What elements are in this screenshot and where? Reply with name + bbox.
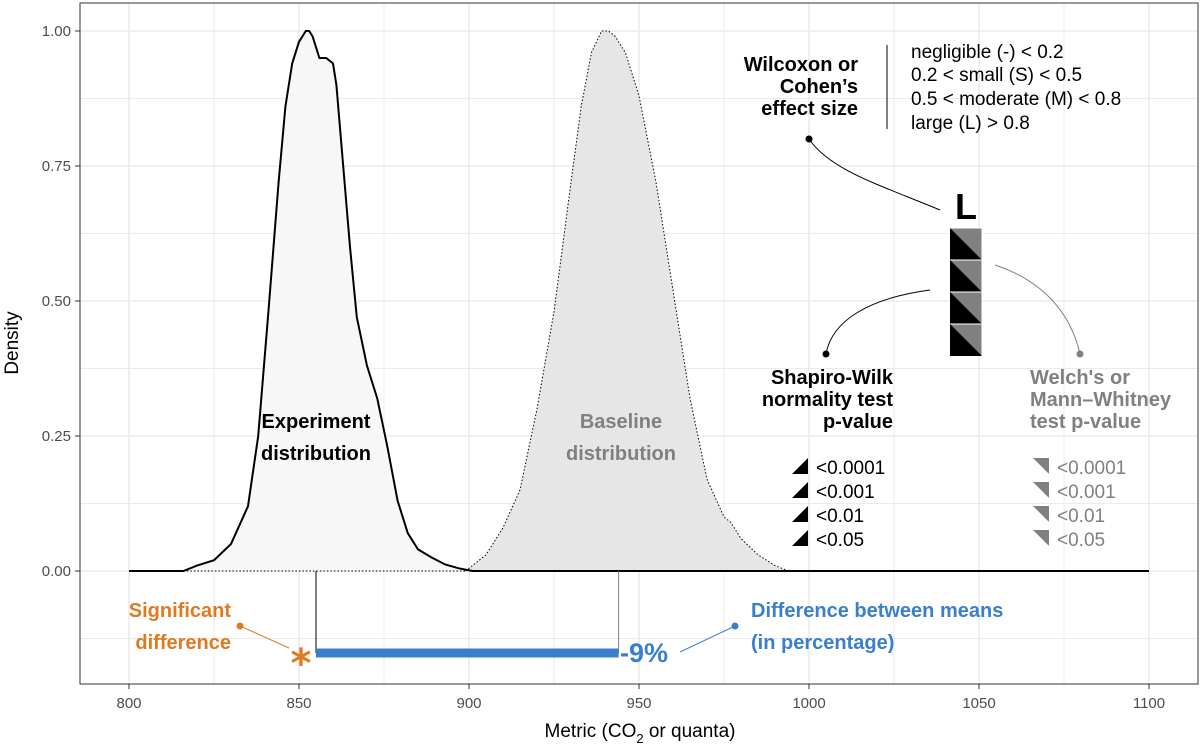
x-tick-label: 950 <box>626 695 651 712</box>
shapiro-pvalue-triangle-icon <box>792 482 808 498</box>
x-tick-label: 850 <box>286 695 311 712</box>
y-tick-label: 0.25 <box>42 428 71 445</box>
baseline-curve <box>465 30 789 572</box>
shapiro-label-3: p-value <box>823 411 893 433</box>
effect-size-title-2: Cohen’s <box>780 76 858 98</box>
shapiro-pointer-line <box>825 289 931 355</box>
shapiro-pvalue-triangle-icon <box>792 530 808 546</box>
shapiro-pvalue-level-label: <0.01 <box>816 506 864 527</box>
pvalue-glyph-stack <box>949 227 983 357</box>
pvalue-glyph-cell <box>949 259 983 293</box>
effect-level-large: large (L) > 0.8 <box>911 113 1030 134</box>
shapiro-pvalue-legend: <0.0001 <0.001 <0.01 <0.05 <box>792 458 885 551</box>
experiment-label: Experiment <box>262 411 371 433</box>
welch-pointer-line <box>994 264 1081 355</box>
x-tick-label: 800 <box>116 695 141 712</box>
shapiro-label-2: normality test <box>762 389 893 411</box>
welch-pvalue-legend: <0.0001 <0.001 <0.01 <0.05 <box>1033 458 1126 551</box>
welch-pvalue-level-label: <0.01 <box>1057 506 1105 527</box>
effect-level-negligible: negligible (-) < 0.2 <box>911 42 1064 63</box>
pvalue-glyph-cell <box>949 291 983 325</box>
y-axis-title: Density <box>2 311 23 375</box>
pvalue-glyph-cell <box>949 323 983 357</box>
welch-pvalue-level-label: <0.0001 <box>1057 458 1126 479</box>
shapiro-pvalue-triangle-icon <box>792 506 808 522</box>
welch-pvalue-triangle-icon <box>1033 530 1049 546</box>
y-tick-label: 0.00 <box>42 563 71 580</box>
shapiro-pvalue-level-label: <0.001 <box>816 482 875 503</box>
difference-percent-label: -9% <box>620 638 668 668</box>
x-tick-label: 900 <box>456 695 481 712</box>
x-tick-label: 1050 <box>962 695 995 712</box>
effect-size-letter: L <box>955 186 977 227</box>
welch-pvalue-level-label: <0.001 <box>1057 482 1116 503</box>
x-axis-title: Metric (CO2 or quanta) <box>545 721 736 746</box>
x-tick-label: 1100 <box>1133 695 1165 712</box>
mean-markers <box>315 571 620 658</box>
experiment-label-2: distribution <box>261 443 371 465</box>
effect-size-title: Wilcoxon or <box>744 54 858 76</box>
welch-pvalue-triangle-icon <box>1033 506 1049 522</box>
x-tick-label: 1000 <box>792 695 825 712</box>
baseline-label-2: distribution <box>566 443 676 465</box>
significance-asterisk: * <box>291 641 312 687</box>
difference-label: Difference between means <box>751 600 1003 622</box>
shapiro-pvalue-triangle-icon <box>792 458 808 474</box>
significant-pointer-line <box>239 625 290 649</box>
significant-label: Significant <box>129 600 232 622</box>
density-areas <box>129 30 1149 572</box>
effect-size-title-3: effect size <box>761 98 858 120</box>
baseline-label: Baseline <box>580 411 662 433</box>
shapiro-pvalue-level-label: <0.0001 <box>816 458 885 479</box>
difference-pointer-line <box>679 625 736 653</box>
y-tick-label: 0.50 <box>42 293 71 310</box>
difference-label-2: (in percentage) <box>751 632 894 654</box>
shapiro-pvalue-level-label: <0.05 <box>816 530 864 551</box>
baseline-area <box>465 31 789 571</box>
axis-ticks: 800 850 900 950 1000 1050 1100 0.00 0.25 0.50 0.75… <box>42 23 1165 712</box>
welch-label: Welch's or <box>1030 367 1130 389</box>
y-tick-label: 1.00 <box>42 23 71 40</box>
welch-label-3: test p-value <box>1030 411 1141 433</box>
effect-pointer-line <box>808 138 941 211</box>
welch-pvalue-triangle-icon <box>1033 458 1049 474</box>
effect-level-moderate: 0.5 < moderate (M) < 0.8 <box>911 89 1121 110</box>
welch-label-2: Mann–Whitney <box>1030 389 1172 411</box>
welch-pvalue-level-label: <0.05 <box>1057 530 1105 551</box>
welch-pvalue-triangle-icon <box>1033 482 1049 498</box>
y-tick-label: 0.75 <box>42 158 71 175</box>
shapiro-label: Shapiro-Wilk <box>771 367 894 389</box>
pvalue-glyph-cell <box>949 227 983 261</box>
effect-level-small: 0.2 < small (S) < 0.5 <box>911 65 1082 86</box>
experiment-area <box>183 31 473 571</box>
experiment-curve <box>129 30 1149 572</box>
significant-label-2: difference <box>135 632 231 654</box>
